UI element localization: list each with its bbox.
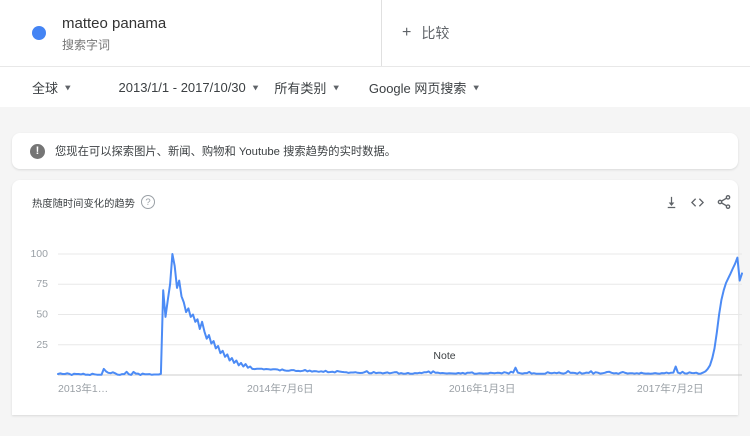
svg-text:2017年7月2日: 2017年7月2日	[637, 382, 704, 395]
svg-text:75: 75	[36, 278, 48, 290]
svg-text:50: 50	[36, 309, 48, 321]
svg-text:2014年7月6日: 2014年7月6日	[247, 382, 314, 395]
svg-text:2016年1月3日: 2016年1月3日	[449, 382, 516, 395]
svg-text:2013年1…: 2013年1…	[58, 382, 108, 395]
svg-text:100: 100	[30, 248, 48, 260]
svg-text:Note: Note	[433, 350, 455, 362]
svg-text:25: 25	[36, 339, 48, 351]
